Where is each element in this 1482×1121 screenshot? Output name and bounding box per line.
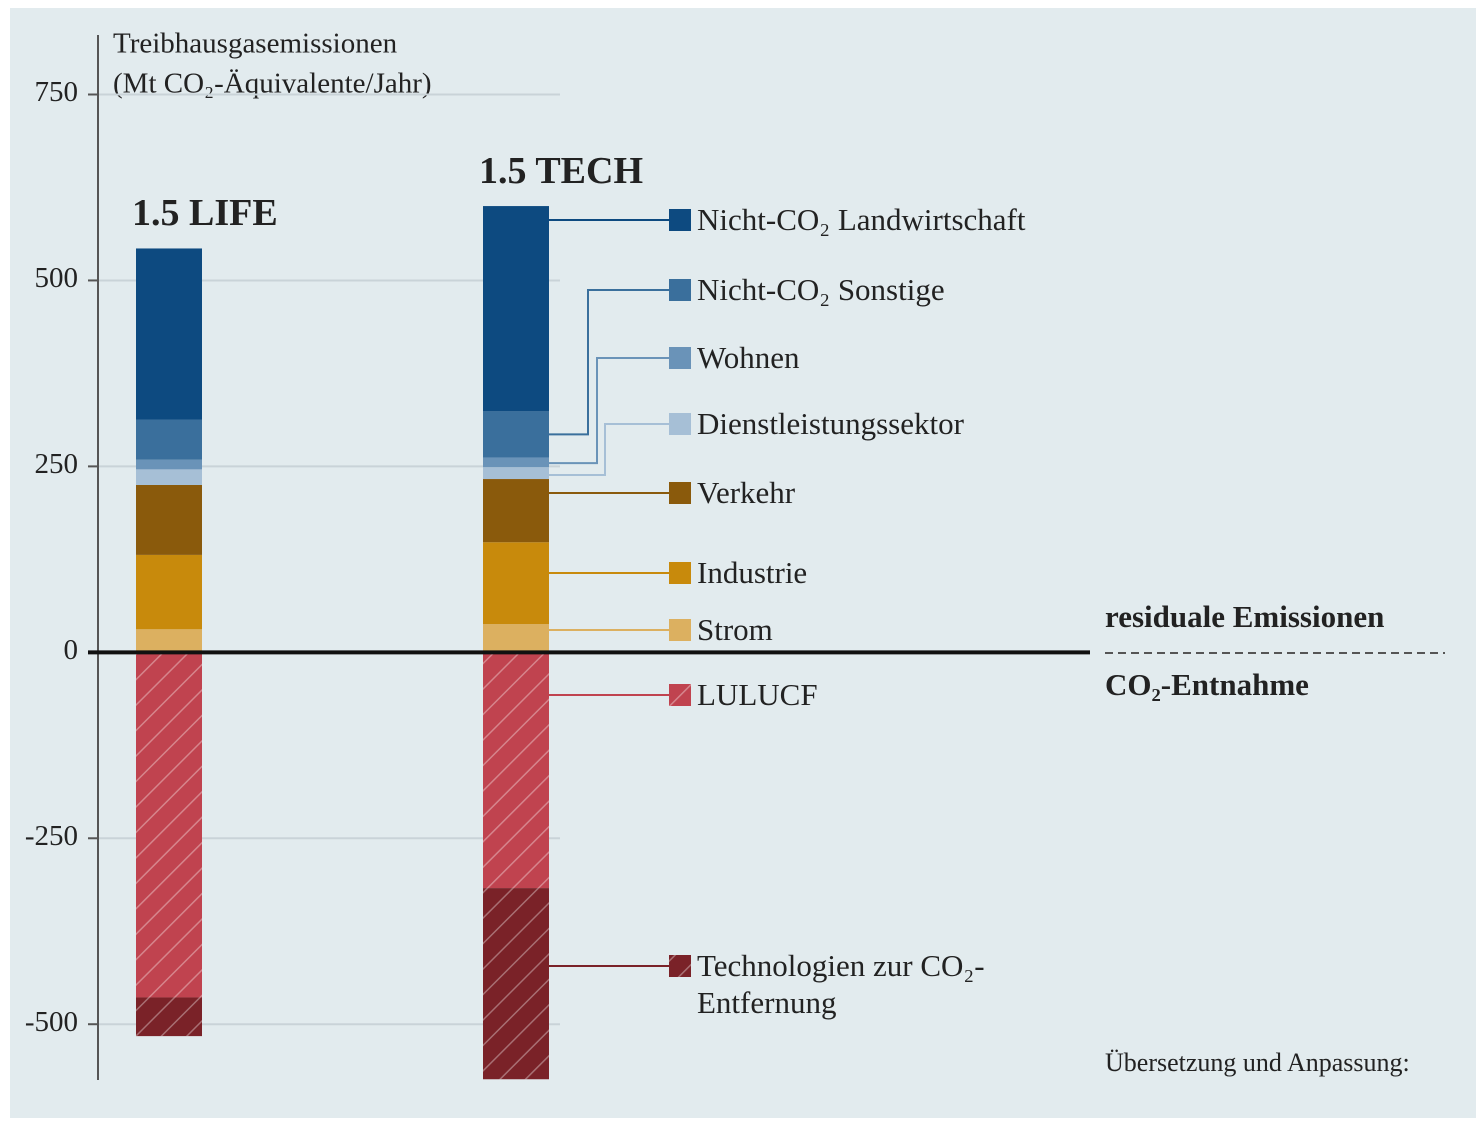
legend-label: Dienstleistungssektor xyxy=(697,406,964,441)
bar-segment xyxy=(483,411,549,458)
legend-label: Nicht-CO₂ Landwirtschaft xyxy=(697,202,1026,237)
bar-segment xyxy=(483,479,549,543)
legend-label: Strom xyxy=(697,612,773,647)
legend-label: Technologien zur CO₂-Entfernung xyxy=(697,948,985,1020)
bar-segment xyxy=(136,629,202,653)
bar-segment xyxy=(136,554,202,630)
y-tick-label: -500 xyxy=(25,1006,78,1038)
hatch xyxy=(136,997,202,1037)
bar-segment xyxy=(483,206,549,412)
leader-line xyxy=(549,423,669,477)
legend-label: Industrie xyxy=(697,555,808,590)
background xyxy=(10,8,1476,1118)
y-tick-label: -250 xyxy=(25,820,78,852)
annotation: Übersetzung und Anpassung: xyxy=(1105,1048,1410,1077)
bar-segment xyxy=(136,459,202,470)
y-tick-label: 500 xyxy=(35,262,79,294)
legend-label: LULUCF xyxy=(697,677,818,712)
legend-swatch xyxy=(669,482,691,504)
hatch xyxy=(483,888,549,1080)
legend-swatch xyxy=(669,413,691,435)
bar-segment xyxy=(136,248,202,420)
bar-segment xyxy=(483,542,549,625)
leader-line xyxy=(549,357,669,465)
category-label: 1.5 TECH xyxy=(479,150,643,192)
annotation: residuale Emissionen xyxy=(1105,599,1384,634)
legend-swatch xyxy=(669,279,691,301)
bar-segment xyxy=(136,469,202,485)
y-tick-label: 750 xyxy=(35,76,79,108)
hatch xyxy=(669,955,691,977)
hatch xyxy=(483,652,549,889)
bar-segment xyxy=(483,467,549,480)
legend-label: Nicht-CO₂ Sonstige xyxy=(697,272,945,307)
legend-swatch xyxy=(669,347,691,369)
annotation: CO₂-Entnahme xyxy=(1105,667,1309,702)
legend-swatch xyxy=(669,562,691,584)
legend-swatch xyxy=(669,209,691,231)
y-tick-label: 250 xyxy=(35,448,79,480)
legend-label: Verkehr xyxy=(697,475,796,510)
y-axis-label: Treibhausgasemissionen xyxy=(113,28,398,60)
y-tick-label: 0 xyxy=(64,634,79,666)
leader-line xyxy=(549,289,669,436)
category-label: 1.5 LIFE xyxy=(132,192,278,234)
bar-segment xyxy=(136,419,202,460)
legend-swatch xyxy=(669,619,691,641)
legend-label: Wohnen xyxy=(697,340,800,375)
hatch xyxy=(669,684,691,706)
bar-segment xyxy=(483,624,549,653)
bar-segment xyxy=(136,484,202,555)
bar-segment xyxy=(483,457,549,468)
hatch xyxy=(136,652,202,998)
